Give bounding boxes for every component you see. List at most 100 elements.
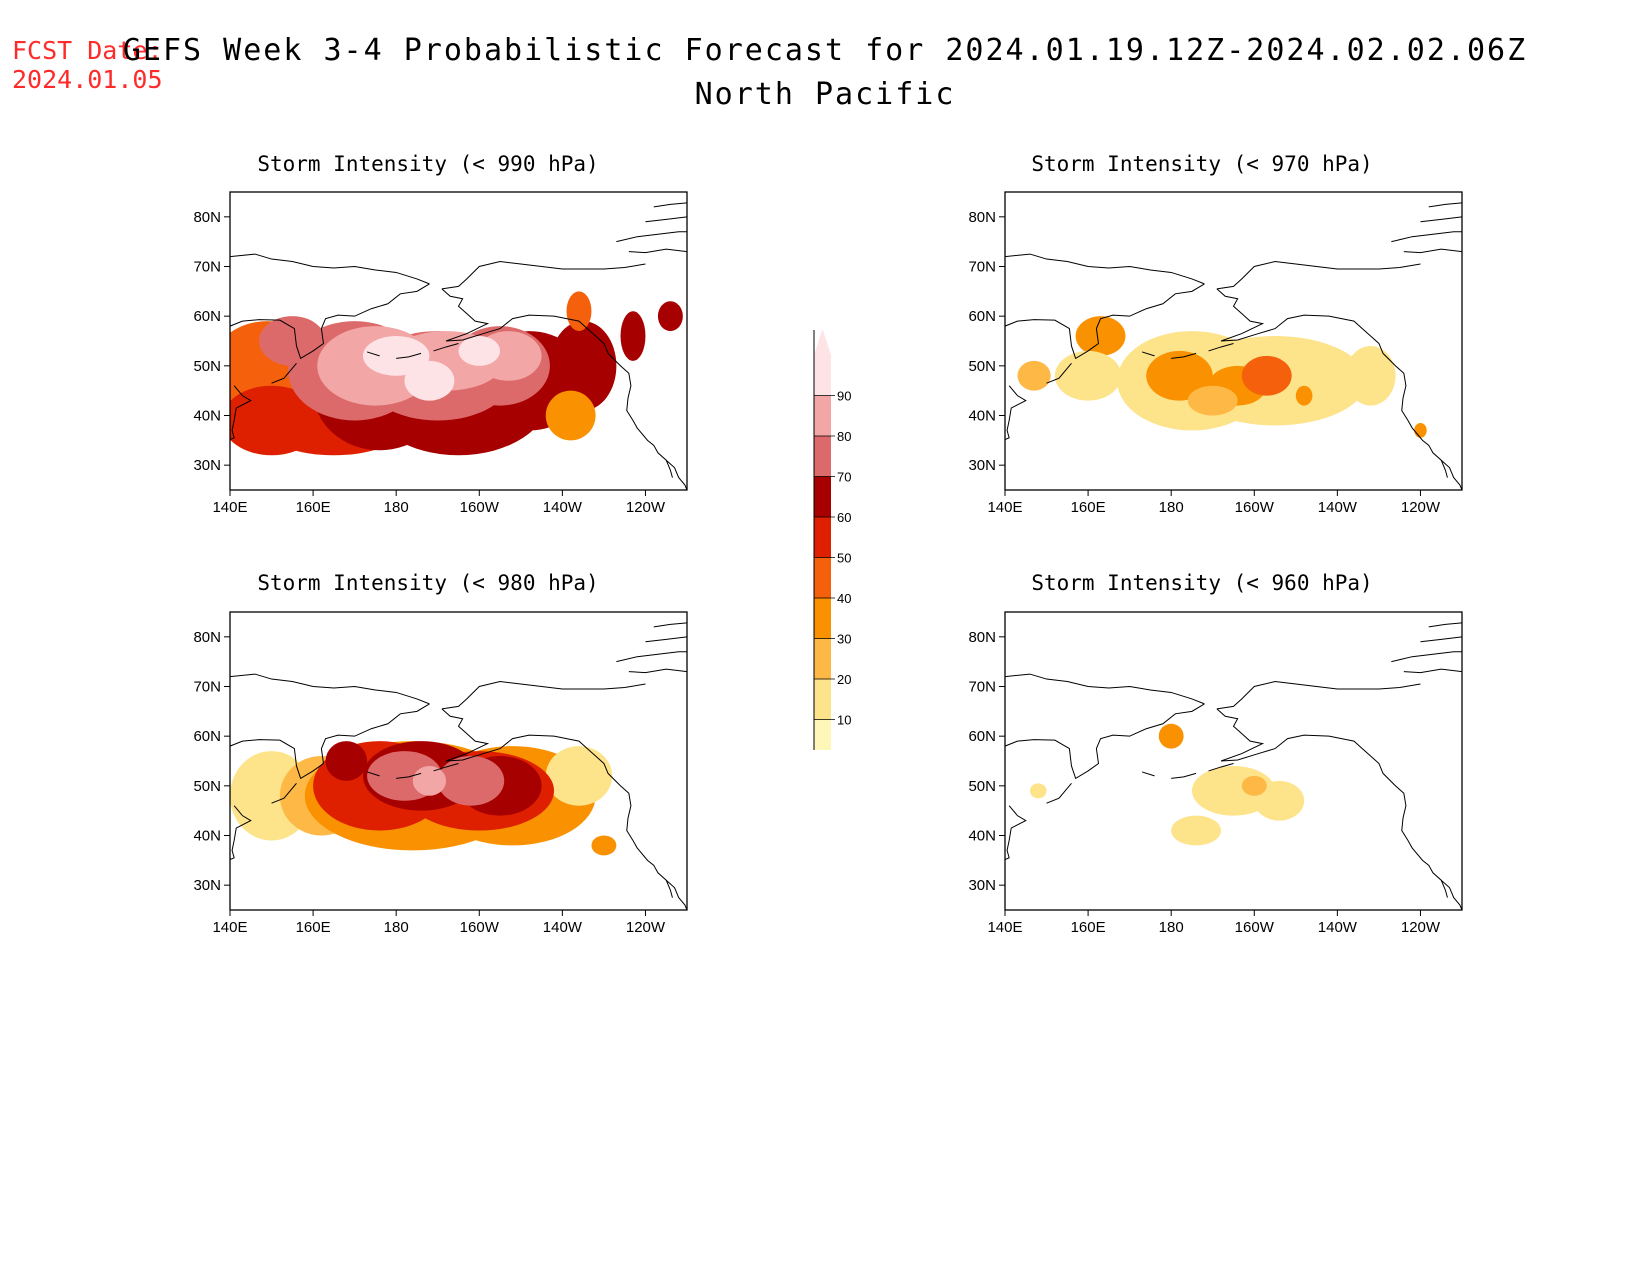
lat-tick-label: 70N xyxy=(193,259,221,276)
panel-title-960: Storm Intensity (< 960 hPa) xyxy=(1031,571,1373,595)
colorbar-label: 60 xyxy=(837,510,851,525)
lat-tick-label: 50N xyxy=(968,778,996,795)
lat-tick-label: 60N xyxy=(968,728,996,745)
colorbar-segment xyxy=(814,598,831,639)
lat-tick-label: 30N xyxy=(968,457,996,474)
probability-contour xyxy=(545,390,596,441)
probability-contour xyxy=(1017,360,1051,391)
coastline xyxy=(1420,216,1462,223)
lat-tick-label: 70N xyxy=(968,259,996,276)
coastline xyxy=(230,703,430,780)
coastline xyxy=(616,231,687,243)
lon-tick-label: 160W xyxy=(1235,919,1275,936)
coastline xyxy=(616,651,687,663)
probability-contour xyxy=(412,765,447,796)
lat-tick-label: 80N xyxy=(968,209,996,226)
colorbar-segment xyxy=(814,476,831,517)
coastline xyxy=(1046,783,1072,804)
probability-contour xyxy=(566,291,592,332)
coastline xyxy=(230,673,430,705)
colorbar-segment xyxy=(814,517,831,558)
coastline xyxy=(653,202,687,208)
map-frame xyxy=(229,191,688,491)
forecast-date-label: FCST Date: xyxy=(12,36,163,65)
coastline xyxy=(1141,351,1155,357)
lon-tick-label: 160W xyxy=(460,499,500,516)
lon-tick-label: 120W xyxy=(626,499,666,516)
probability-contour xyxy=(545,746,613,806)
coastline xyxy=(1216,708,1448,898)
probability-contour xyxy=(1345,345,1396,406)
colorbar-top-cap xyxy=(814,330,831,355)
probability-contour xyxy=(458,336,501,366)
coastline xyxy=(645,636,687,643)
coastline xyxy=(1208,343,1234,352)
lat-tick-label: 80N xyxy=(193,209,221,226)
lon-tick-label: 140E xyxy=(212,499,247,516)
coastline xyxy=(433,763,459,772)
lon-tick-label: 140E xyxy=(987,499,1022,516)
probability-contour xyxy=(1146,350,1213,401)
colorbar-label: 20 xyxy=(837,672,851,687)
probability-contour xyxy=(1171,815,1222,846)
coastline xyxy=(1420,636,1462,643)
map-panel-970hpa: 80N 70N 60N 50N 40N 30N 140E 160E 180 160W 140W 120… xyxy=(968,191,1463,516)
lat-tick-label: 30N xyxy=(193,457,221,474)
coastline xyxy=(1171,772,1197,779)
coastline xyxy=(230,805,252,861)
coastline xyxy=(1005,805,1027,861)
lon-tick-label: 120W xyxy=(1401,919,1441,936)
lon-tick-label: 120W xyxy=(626,919,666,936)
lat-tick-label: 70N xyxy=(193,679,221,696)
lon-tick-label: 180 xyxy=(1159,919,1184,936)
coastline xyxy=(230,253,430,285)
colorbar-label: 30 xyxy=(837,632,851,647)
lon-tick-label: 140W xyxy=(543,919,583,936)
coastline xyxy=(1216,261,1421,290)
lat-tick-label: 30N xyxy=(193,877,221,894)
colorbar-segment xyxy=(814,436,831,477)
lon-tick-label: 140E xyxy=(212,919,247,936)
coastline xyxy=(441,708,673,898)
coastline xyxy=(271,783,297,804)
map-frame xyxy=(229,611,688,911)
colorbar-segment xyxy=(814,719,831,750)
lat-tick-label: 40N xyxy=(968,828,996,845)
probability-contour xyxy=(1187,385,1238,416)
probability-contour xyxy=(325,741,368,781)
lat-tick-label: 40N xyxy=(193,408,221,425)
map-panel-980hpa: 80N 70N 60N 50N 40N 30N 140E 160E 180 160W 140W 120… xyxy=(193,611,688,936)
lat-tick-label: 60N xyxy=(968,308,996,325)
coastline xyxy=(441,681,646,710)
coastline xyxy=(665,879,687,910)
coastline xyxy=(366,771,380,777)
coastline xyxy=(1005,673,1205,705)
coastline xyxy=(441,261,646,290)
lon-tick-label: 140W xyxy=(543,499,583,516)
map-panel-960hpa: 80N 70N 60N 50N 40N 30N 140E 160E 180 160W 140W 120… xyxy=(968,611,1463,936)
lon-tick-label: 180 xyxy=(384,919,409,936)
coastline xyxy=(1171,352,1197,359)
page-title: GEFS Week 3-4 Probabilistic Forecast for… xyxy=(0,33,1650,112)
map-panel-990hpa: 80N 70N 60N 50N 40N 30N 140E 160E 180 160W 140W 120… xyxy=(193,191,688,516)
panel-title-970: Storm Intensity (< 970 hPa) xyxy=(1031,152,1373,176)
lat-tick-label: 40N xyxy=(968,408,996,425)
lon-tick-label: 140W xyxy=(1318,919,1358,936)
coastline xyxy=(665,459,687,490)
colorbar-label: 70 xyxy=(837,470,851,485)
coastline xyxy=(1141,771,1155,777)
coastline xyxy=(441,288,673,478)
lon-tick-label: 180 xyxy=(384,499,409,516)
panel-title-990: Storm Intensity (< 990 hPa) xyxy=(257,152,599,176)
probability-contour xyxy=(591,835,617,856)
probability-contour xyxy=(1241,355,1292,396)
map-frame xyxy=(1004,611,1463,911)
lat-tick-label: 50N xyxy=(193,778,221,795)
probability-contour xyxy=(1029,783,1047,799)
lat-tick-label: 80N xyxy=(968,629,996,646)
coastline xyxy=(396,772,422,779)
coastline xyxy=(1440,879,1462,910)
lon-tick-label: 160W xyxy=(1235,499,1275,516)
coastline xyxy=(1208,763,1234,772)
colorbar-label: 40 xyxy=(837,591,851,606)
